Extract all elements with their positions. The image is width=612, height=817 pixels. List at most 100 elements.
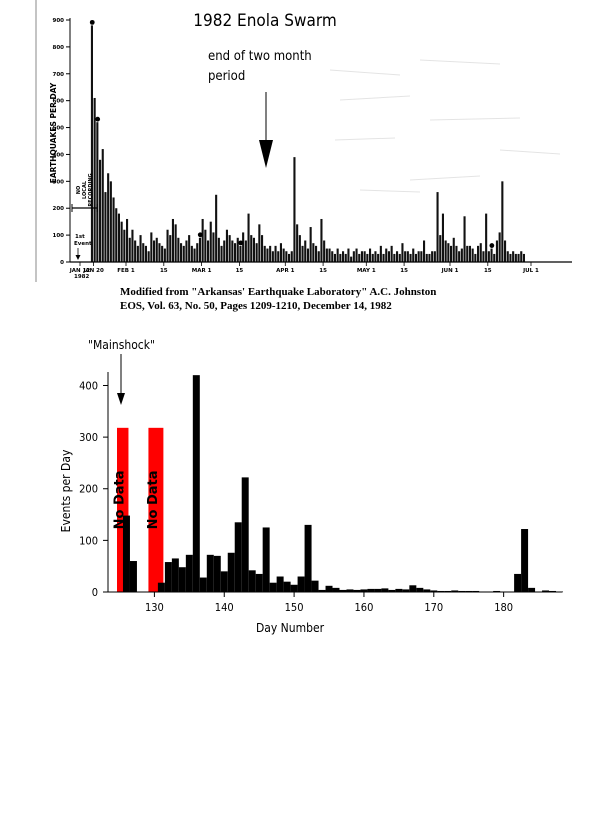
top-bar: [390, 245, 393, 262]
annotation-line-2: period: [208, 69, 245, 84]
bottom-bar: [416, 587, 424, 592]
top-bar: [136, 245, 139, 262]
top-bar: [258, 224, 261, 262]
top-year-label: 1982: [74, 274, 89, 280]
top-bar: [474, 253, 477, 262]
bottom-x-tick-label: 180: [494, 601, 513, 614]
top-bar: [117, 213, 120, 262]
top-y-tick-label: 0: [60, 260, 64, 266]
top-bar: [412, 248, 415, 262]
bottom-bar: [367, 588, 375, 592]
bottom-bar: [360, 589, 368, 592]
top-bar: [342, 251, 345, 262]
top-bar: [250, 235, 253, 262]
top-bar: [293, 157, 296, 262]
bottom-bar: [311, 580, 319, 592]
top-bar: [209, 221, 212, 262]
top-x-tick-label: MAY 1: [357, 268, 376, 274]
top-bar: [112, 197, 115, 262]
bottom-x-tick-label: 150: [285, 601, 304, 614]
bottom-bar: [199, 577, 207, 592]
top-bar: [115, 208, 118, 262]
top-bar: [433, 251, 436, 262]
scan-noise: [329, 59, 561, 193]
top-bar: [374, 251, 377, 262]
top-y-tick-label: 800: [53, 45, 65, 51]
top-bar: [452, 237, 455, 262]
bottom-bar: [521, 529, 529, 592]
label-patch: [110, 12, 152, 30]
top-bar: [498, 232, 501, 262]
top-x-tick-label: 15: [319, 268, 327, 274]
top-bar: [420, 251, 423, 262]
top-bar: [161, 245, 164, 262]
top-bar: [166, 229, 169, 262]
bottom-bar: [325, 585, 333, 592]
top-bars: [89, 19, 525, 262]
top-bar: [315, 245, 318, 262]
bottom-y-ticks: 0 100 200 300 400: [79, 379, 108, 599]
bottom-bar: [164, 562, 172, 592]
top-bar: [520, 251, 523, 262]
top-bar: [239, 245, 242, 262]
top-peak-marker: [197, 232, 203, 238]
top-bar: [455, 245, 458, 262]
top-x-tick-label: 15: [400, 268, 408, 274]
top-y-tick-label: 600: [53, 99, 65, 105]
top-bar: [204, 229, 207, 262]
bottom-bar: [227, 552, 235, 592]
top-x-tick-label: JAN 12: [69, 268, 91, 274]
top-bar: [355, 248, 358, 262]
bottom-bar: [444, 590, 452, 592]
top-bar: [509, 253, 512, 262]
bottom-bar: [388, 589, 396, 592]
top-y-tick-label: 900: [53, 18, 65, 24]
top-y-tick-label: 500: [53, 126, 65, 132]
top-bar: [331, 251, 334, 262]
top-bar: [198, 237, 201, 262]
top-bar: [425, 253, 428, 262]
top-bar: [363, 251, 366, 262]
bottom-bar: [528, 587, 536, 592]
top-bar: [352, 251, 355, 262]
top-bar: [217, 237, 220, 262]
citation-line-2: EOS, Vol. 63, No. 50, Pages 1209-1210, D…: [120, 300, 392, 312]
top-bar: [234, 243, 237, 262]
top-bar: [404, 251, 407, 262]
top-peak-marker: [95, 116, 101, 122]
top-bar: [450, 245, 453, 262]
top-bar: [350, 256, 353, 262]
top-peak-marker: [238, 240, 244, 246]
top-bar: [169, 235, 172, 262]
top-bar: [466, 245, 469, 262]
top-bar: [188, 235, 191, 262]
top-bar: [231, 240, 234, 262]
bottom-x-axis-label: Day Number: [256, 621, 325, 635]
bottom-bar: [185, 554, 193, 592]
top-bar: [393, 253, 396, 262]
top-bar: [333, 253, 336, 262]
top-x-tick-label: JUL 1: [522, 268, 539, 274]
bottom-bar: [472, 590, 480, 592]
top-bar: [369, 248, 372, 262]
bottom-bar: [409, 585, 417, 592]
top-bar: [277, 251, 280, 262]
top-bar: [271, 251, 274, 262]
bottom-bar: [374, 588, 382, 592]
bottom-bar: [122, 515, 130, 592]
bottom-bar: [430, 590, 438, 592]
bottom-bar: [171, 558, 179, 592]
bottom-bar: [206, 554, 214, 592]
top-bar: [358, 253, 361, 262]
top-bar: [439, 235, 442, 262]
bottom-bar: [458, 590, 466, 592]
bottom-bar: [465, 590, 473, 592]
top-bar: [379, 245, 382, 262]
first-event-line-2: Event: [74, 241, 92, 247]
top-bar: [514, 253, 517, 262]
top-bar: [90, 25, 93, 262]
top-bar: [441, 213, 444, 262]
top-bar: [423, 240, 426, 262]
bottom-bar: [297, 576, 305, 592]
top-bar: [144, 245, 147, 262]
